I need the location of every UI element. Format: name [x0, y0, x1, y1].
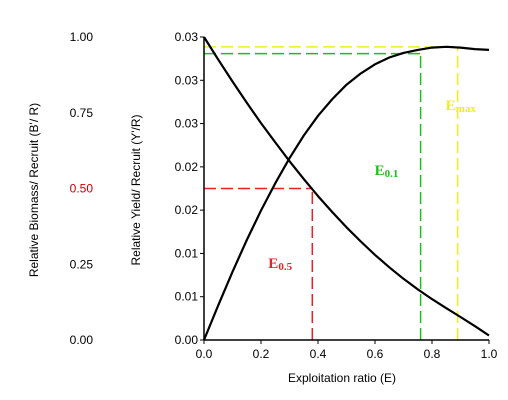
secondary-y-tick-label: 0.50 — [70, 182, 94, 196]
x-tick-label: 0.2 — [253, 347, 270, 361]
secondary-y-tick-label: 0.25 — [70, 257, 94, 271]
x-tick-label: 0.6 — [367, 347, 384, 361]
x-tick-label: 1.0 — [481, 347, 498, 361]
secondary-y-tick-label: 1.00 — [70, 30, 94, 44]
y-tick-label: 0.03 — [175, 30, 199, 44]
reference-label: Emax — [446, 98, 477, 115]
x-tick-label: 0.0 — [196, 347, 213, 361]
y-tick-label: 0.03 — [175, 73, 199, 87]
y-axis-ticks: 0.00 0.01 0.01 0.02 0.02 0.03 0.03 0.03 — [175, 30, 204, 347]
annotations: E0.5 E0.1 Emax — [268, 98, 476, 273]
x-tick-label: 0.8 — [424, 347, 441, 361]
biomass-per-recruit-curve — [203, 36, 490, 337]
secondary-y-tick-label: 0.75 — [70, 106, 94, 120]
secondary-y-axis-title: Relative Biomass/ Recruit (B'/ R) — [27, 103, 41, 277]
y-tick-label: 0.01 — [175, 290, 199, 304]
secondary-y-axis-ticks: 0.00 0.25 0.50 0.75 1.00 — [70, 30, 94, 347]
x-axis-ticks: 0.0 0.2 0.4 0.6 0.8 1.0 — [196, 340, 498, 361]
reference-lines — [204, 46, 459, 340]
y-axis-title: Relative Yield/ Recruit (Y'/R) — [129, 114, 143, 265]
curves — [202, 36, 490, 341]
x-axis-title: Exploitation ratio (E) — [288, 371, 396, 385]
y-tick-label: 0.02 — [175, 203, 199, 217]
reference-label: E0.1 — [375, 163, 399, 180]
y-tick-label: 0.02 — [175, 160, 199, 174]
y-tick-label: 0.03 — [175, 117, 199, 131]
secondary-y-tick-label: 0.00 — [70, 333, 94, 347]
x-tick-label: 0.4 — [310, 347, 327, 361]
y-tick-label: 0.01 — [175, 246, 199, 260]
yield-per-recruit-curve — [202, 45, 490, 341]
y-tick-label: 0.00 — [175, 333, 199, 347]
reference-label: E0.5 — [268, 256, 292, 273]
